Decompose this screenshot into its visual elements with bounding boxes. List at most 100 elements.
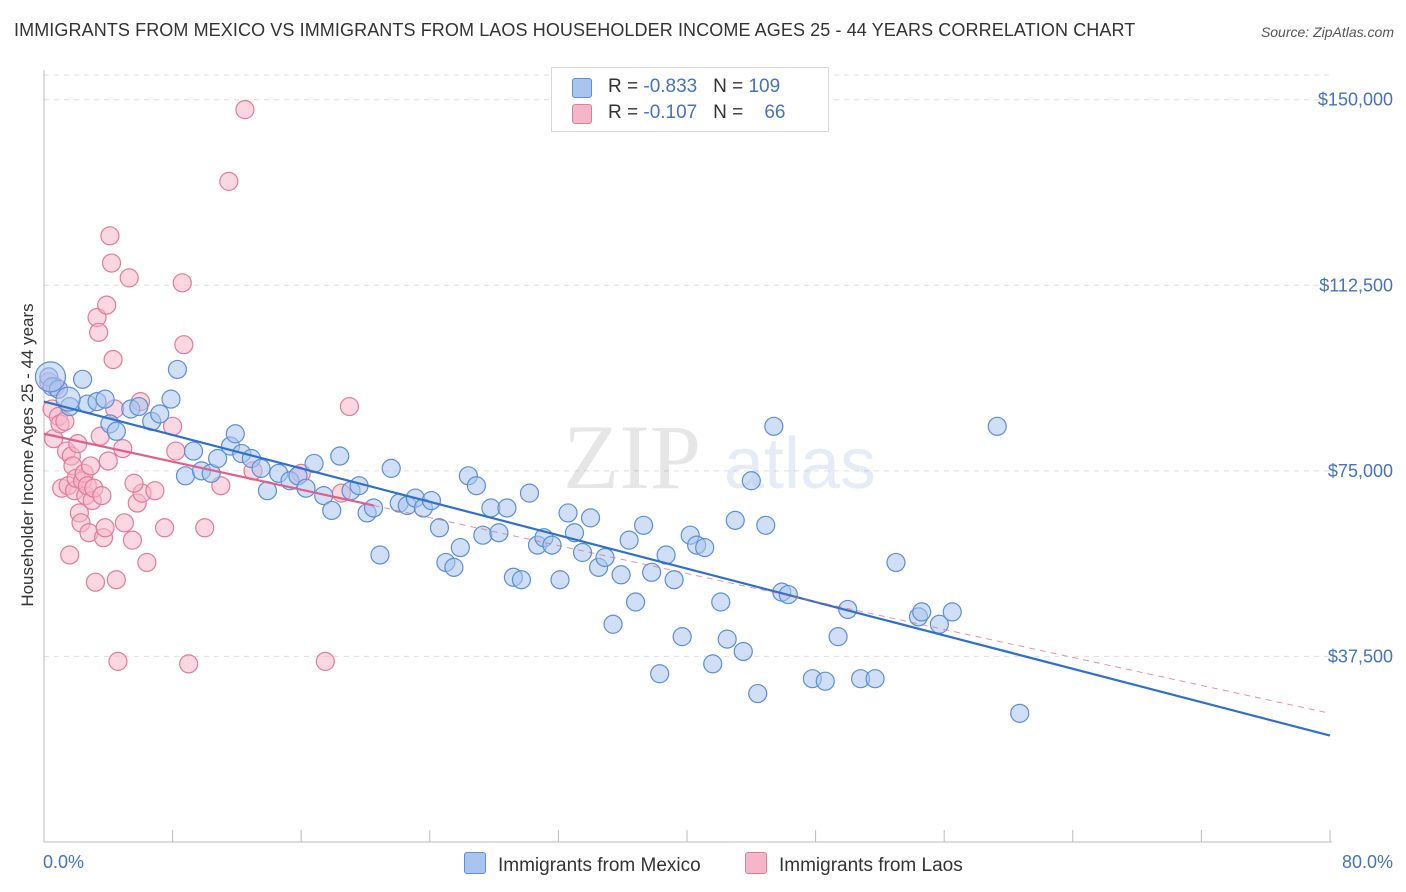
y-tick-labels: $37,500 $75,000 $112,500 $150,000 xyxy=(1318,90,1393,667)
laos-point xyxy=(85,572,106,592)
source-label: Source: ZipAtlas.com xyxy=(1260,24,1394,40)
chart-title: IMMIGRANTS FROM MEXICO VS IMMIGRANTS FRO… xyxy=(14,20,1136,40)
mexico-point xyxy=(650,664,670,684)
laos-point xyxy=(174,335,194,355)
mexico-point xyxy=(519,483,540,503)
mexico-point xyxy=(150,404,170,424)
legend-swatch-laos xyxy=(572,104,592,124)
laos-point xyxy=(124,473,144,493)
laos-point xyxy=(108,651,128,671)
mexico-point xyxy=(72,369,93,389)
y-tick-label: $112,500 xyxy=(1319,275,1393,295)
laos-trend-line xyxy=(43,432,374,507)
mexico-trend-line xyxy=(43,400,1331,737)
mexico-point xyxy=(542,535,562,555)
mexico-point xyxy=(815,671,835,691)
laos-point xyxy=(195,518,215,538)
mexico-point xyxy=(912,602,932,622)
mexico-point xyxy=(381,458,401,478)
laos-point xyxy=(97,295,117,315)
legend-r-value-mexico: -0.833 xyxy=(643,76,698,97)
mexico-point xyxy=(756,515,776,535)
mexico-point xyxy=(642,562,662,582)
mexico-point xyxy=(603,614,623,634)
legend-n-value-mexico: 109 xyxy=(748,76,781,97)
mexico-point xyxy=(695,537,715,558)
mexico-point xyxy=(942,602,962,622)
mexico-point xyxy=(711,592,731,612)
mexico-point xyxy=(764,416,784,436)
laos-point xyxy=(98,451,118,471)
mexico-point xyxy=(161,389,181,409)
correlation-legend: R = -0.833 N = 109 R = -0.107 N = 66 xyxy=(551,67,829,132)
bottom-legend-swatch-laos xyxy=(745,852,767,874)
mexico-point xyxy=(580,508,601,528)
mexico-point xyxy=(733,641,753,662)
trend-lines xyxy=(43,400,1331,737)
mexico-point xyxy=(664,570,684,590)
mexico-point xyxy=(370,545,390,565)
mexico-point xyxy=(725,510,745,530)
mexico-point xyxy=(741,471,761,491)
mexico-point xyxy=(330,446,350,466)
laos-point xyxy=(315,651,335,671)
legend-swatch-mexico xyxy=(572,78,592,98)
laos-point xyxy=(166,441,186,461)
laos-point xyxy=(154,518,175,538)
laos-point xyxy=(92,486,112,506)
y-tick-label: $150,000 xyxy=(1318,90,1393,110)
mexico-point xyxy=(489,523,509,543)
mexico-point xyxy=(619,530,639,550)
laos-point xyxy=(103,349,123,370)
laos-point xyxy=(235,100,255,120)
mexico-point xyxy=(175,466,196,486)
y-tick-label: $75,000 xyxy=(1328,461,1393,481)
mexico-point xyxy=(95,389,115,409)
legend-r-label-mexico: R = xyxy=(608,76,644,97)
mexico-points xyxy=(34,359,1030,723)
x-tick-label-min: 0.0% xyxy=(43,852,85,872)
mexico-point xyxy=(611,565,631,585)
mexico-point xyxy=(167,359,188,380)
mexico-point xyxy=(672,627,692,647)
mexico-point xyxy=(987,416,1007,436)
laos-point xyxy=(172,273,192,293)
y-tick-label: $37,500 xyxy=(1328,646,1393,666)
watermark: ZIP atlas xyxy=(563,406,876,508)
laos-point xyxy=(122,530,143,550)
legend-n-label-laos: N = xyxy=(713,102,749,123)
mexico-point xyxy=(322,500,342,521)
mexico-point xyxy=(625,592,646,612)
mexico-point xyxy=(363,498,384,518)
bottom-legend-label-laos: Immigrants from Laos xyxy=(779,855,963,876)
laos-point xyxy=(219,171,239,191)
bottom-legend-swatch-mexico xyxy=(464,852,486,874)
mexico-point xyxy=(703,654,723,674)
bottom-legend-laos: Immigrants from Laos xyxy=(745,852,963,877)
legend-n-value-laos: 66 xyxy=(764,102,786,123)
laos-point xyxy=(137,552,157,573)
legend-r-value-laos: -0.107 xyxy=(643,102,698,123)
laos-point xyxy=(60,545,80,565)
mexico-point xyxy=(296,478,316,498)
mexico-point xyxy=(633,515,654,535)
legend-r-label-laos: R = xyxy=(608,102,644,123)
bottom-legend-label-mexico: Immigrants from Mexico xyxy=(498,855,701,876)
legend-text-laos: R = -0.107 N = 66 xyxy=(608,102,785,124)
laos-point xyxy=(145,481,165,501)
mexico-point xyxy=(466,476,487,496)
laos-point xyxy=(95,518,115,538)
mexico-point xyxy=(828,627,848,647)
mexico-point xyxy=(444,557,464,577)
mexico-point xyxy=(1010,703,1030,723)
laos-point xyxy=(339,396,360,417)
laos-point xyxy=(179,654,199,674)
mexico-point xyxy=(497,498,517,518)
laos-point xyxy=(81,456,101,476)
mexico-point xyxy=(225,424,245,444)
laos-point xyxy=(101,253,122,273)
mexico-point xyxy=(717,629,737,649)
mexico-point xyxy=(865,669,885,689)
laos-point xyxy=(114,513,134,533)
mexico-point xyxy=(450,537,470,558)
